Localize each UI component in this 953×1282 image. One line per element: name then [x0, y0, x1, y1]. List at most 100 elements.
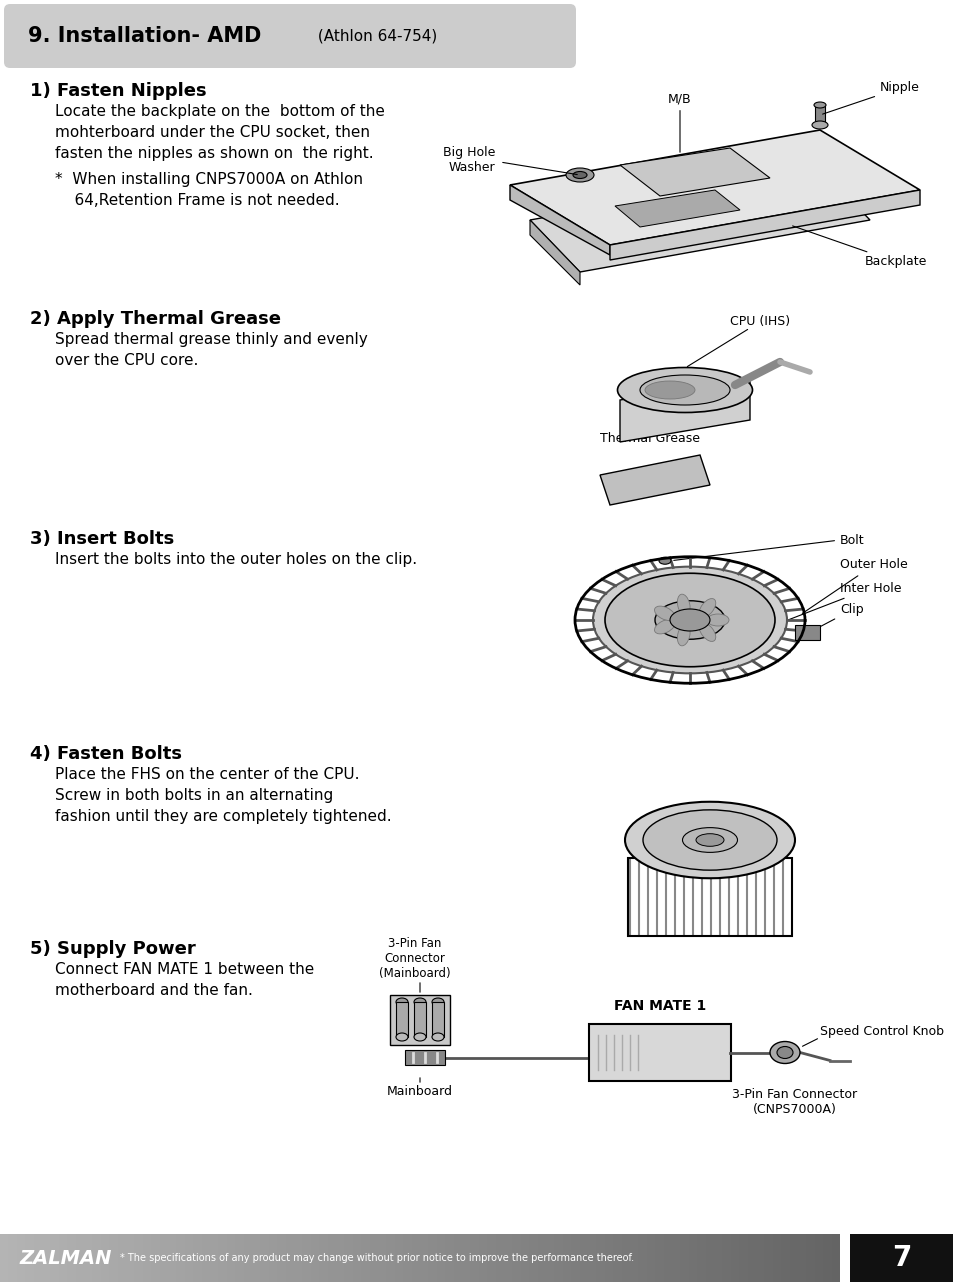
Ellipse shape [432, 1033, 443, 1041]
Text: Nipple: Nipple [821, 82, 919, 114]
Bar [294, 1235, 302, 1282]
Bar [75, 1235, 84, 1282]
Bar [84, 1235, 92, 1282]
Bar [436, 1235, 445, 1282]
Ellipse shape [706, 614, 728, 626]
Bar [621, 1235, 629, 1282]
Ellipse shape [565, 168, 594, 182]
Bar [789, 1235, 798, 1282]
Bar [414, 1003, 426, 1037]
Ellipse shape [659, 558, 670, 564]
Text: CPU (IHS): CPU (IHS) [729, 315, 789, 328]
Bar [671, 1235, 679, 1282]
Polygon shape [599, 455, 709, 505]
Ellipse shape [699, 623, 715, 641]
Ellipse shape [813, 103, 825, 108]
Text: Insert the bolts into the outer holes on the clip.: Insert the bolts into the outer holes on… [55, 553, 416, 567]
Bar [571, 1235, 579, 1282]
Polygon shape [615, 190, 740, 227]
Bar [554, 1235, 562, 1282]
Bar [503, 1235, 512, 1282]
Bar [629, 1235, 638, 1282]
Ellipse shape [432, 997, 443, 1006]
Bar [353, 1235, 361, 1282]
Bar [747, 1235, 756, 1282]
Bar [814, 1235, 822, 1282]
Bar [579, 1235, 587, 1282]
Text: Backplate: Backplate [792, 226, 926, 268]
Bar [260, 1235, 269, 1282]
Ellipse shape [669, 609, 709, 631]
Ellipse shape [811, 121, 827, 129]
Bar [201, 1235, 210, 1282]
Bar [405, 1050, 444, 1065]
Text: 3-Pin Fan Connector
(CNPS7000A): 3-Pin Fan Connector (CNPS7000A) [732, 1087, 857, 1115]
Text: ZALMAN: ZALMAN [20, 1249, 112, 1268]
Bar [0, 1235, 9, 1282]
Bar [763, 1235, 772, 1282]
Bar [67, 1235, 75, 1282]
Text: 3-Pin Fan
Connector
(Mainboard): 3-Pin Fan Connector (Mainboard) [378, 937, 451, 979]
Text: Outer Hole: Outer Hole [801, 559, 907, 614]
Bar [587, 1235, 596, 1282]
FancyBboxPatch shape [588, 1024, 730, 1081]
Polygon shape [619, 147, 769, 196]
Bar [797, 1235, 805, 1282]
Bar [277, 1235, 285, 1282]
Bar [159, 1235, 168, 1282]
Bar [512, 1235, 520, 1282]
Bar [529, 1235, 537, 1282]
Ellipse shape [624, 801, 794, 878]
Bar [627, 858, 791, 936]
Bar [697, 1235, 705, 1282]
Polygon shape [530, 221, 579, 285]
Bar [487, 1235, 496, 1282]
Text: (Athlon 64-754): (Athlon 64-754) [313, 28, 436, 44]
Bar [613, 1235, 621, 1282]
Bar [227, 1235, 235, 1282]
Text: Inter Hole: Inter Hole [777, 582, 901, 624]
Ellipse shape [573, 172, 586, 178]
Bar [33, 1235, 42, 1282]
Text: 4) Fasten Bolts: 4) Fasten Bolts [30, 745, 182, 763]
Bar [101, 1235, 110, 1282]
Bar [721, 1235, 730, 1282]
Bar [243, 1235, 252, 1282]
Bar [814, 105, 824, 126]
Text: Thermal Grease: Thermal Grease [599, 432, 700, 445]
Bar [327, 1235, 335, 1282]
Bar [453, 1235, 461, 1282]
Text: 9. Installation- AMD: 9. Installation- AMD [28, 26, 261, 46]
Ellipse shape [395, 1033, 408, 1041]
Text: 2) Apply Thermal Grease: 2) Apply Thermal Grease [30, 310, 281, 328]
Bar [805, 1235, 814, 1282]
Polygon shape [510, 185, 609, 255]
Bar [134, 1235, 143, 1282]
FancyBboxPatch shape [4, 4, 576, 68]
Bar [17, 1235, 26, 1282]
Bar [772, 1235, 781, 1282]
Bar [445, 1235, 454, 1282]
Bar [596, 1235, 604, 1282]
Bar [755, 1235, 763, 1282]
Bar [739, 1235, 747, 1282]
Bar [411, 1235, 419, 1282]
Ellipse shape [769, 1041, 800, 1064]
Ellipse shape [414, 997, 426, 1006]
Bar [638, 1235, 646, 1282]
Ellipse shape [395, 997, 408, 1006]
Ellipse shape [654, 606, 675, 620]
Bar [311, 1235, 319, 1282]
Text: 7: 7 [891, 1244, 911, 1272]
Bar [470, 1235, 478, 1282]
Bar [663, 1235, 672, 1282]
Ellipse shape [681, 828, 737, 853]
Ellipse shape [655, 601, 724, 640]
Text: * The specifications of any product may change without prior notice to improve t: * The specifications of any product may … [120, 1253, 634, 1263]
Bar [713, 1235, 721, 1282]
Bar [432, 1003, 443, 1037]
Polygon shape [510, 129, 919, 245]
Text: M/B: M/B [667, 92, 691, 153]
Text: Locate the backplate on the  bottom of the
mohterboard under the CPU socket, the: Locate the backplate on the bottom of th… [55, 104, 384, 162]
Ellipse shape [677, 594, 689, 615]
